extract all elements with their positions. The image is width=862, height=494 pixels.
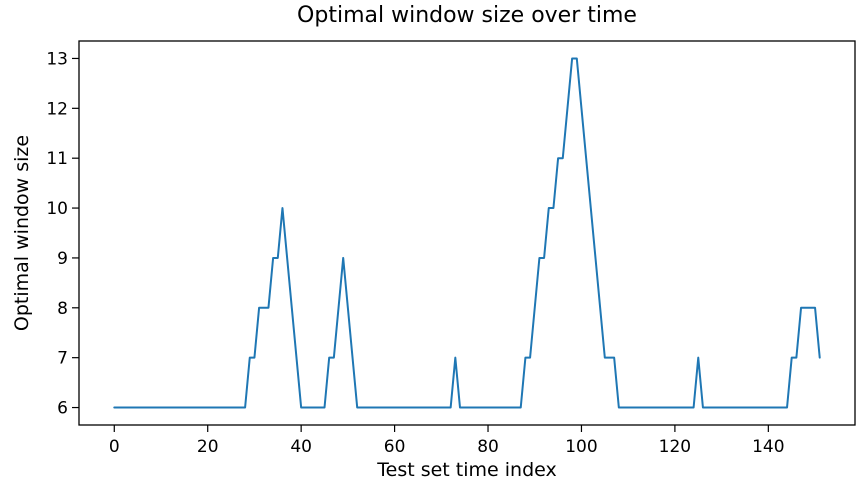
x-tick-label: 100: [565, 437, 597, 457]
y-tick-label: 12: [46, 99, 68, 119]
y-tick-label: 10: [46, 199, 68, 219]
plot-area-border: [78, 40, 856, 426]
y-tick-label: 7: [57, 349, 68, 369]
y-tick-label: 9: [57, 249, 68, 269]
x-tick-label: 120: [659, 437, 691, 457]
y-tick-label: 6: [57, 399, 68, 419]
y-tick-label: 13: [46, 49, 68, 69]
y-tick-label: 8: [57, 299, 68, 319]
y-tick-label: 11: [46, 149, 68, 169]
x-tick-label: 40: [290, 437, 312, 457]
x-tick-label: 0: [109, 437, 120, 457]
x-tick-label: 140: [752, 437, 784, 457]
y-axis-label: Optimal window size: [11, 134, 33, 332]
x-tick-label: 60: [384, 437, 406, 457]
x-tick-label: 20: [197, 437, 219, 457]
line-series: [113, 57, 821, 409]
x-tick-label: 80: [477, 437, 499, 457]
chart-title: Optimal window size over time: [297, 3, 637, 28]
x-axis-label: Test set time index: [377, 459, 557, 481]
